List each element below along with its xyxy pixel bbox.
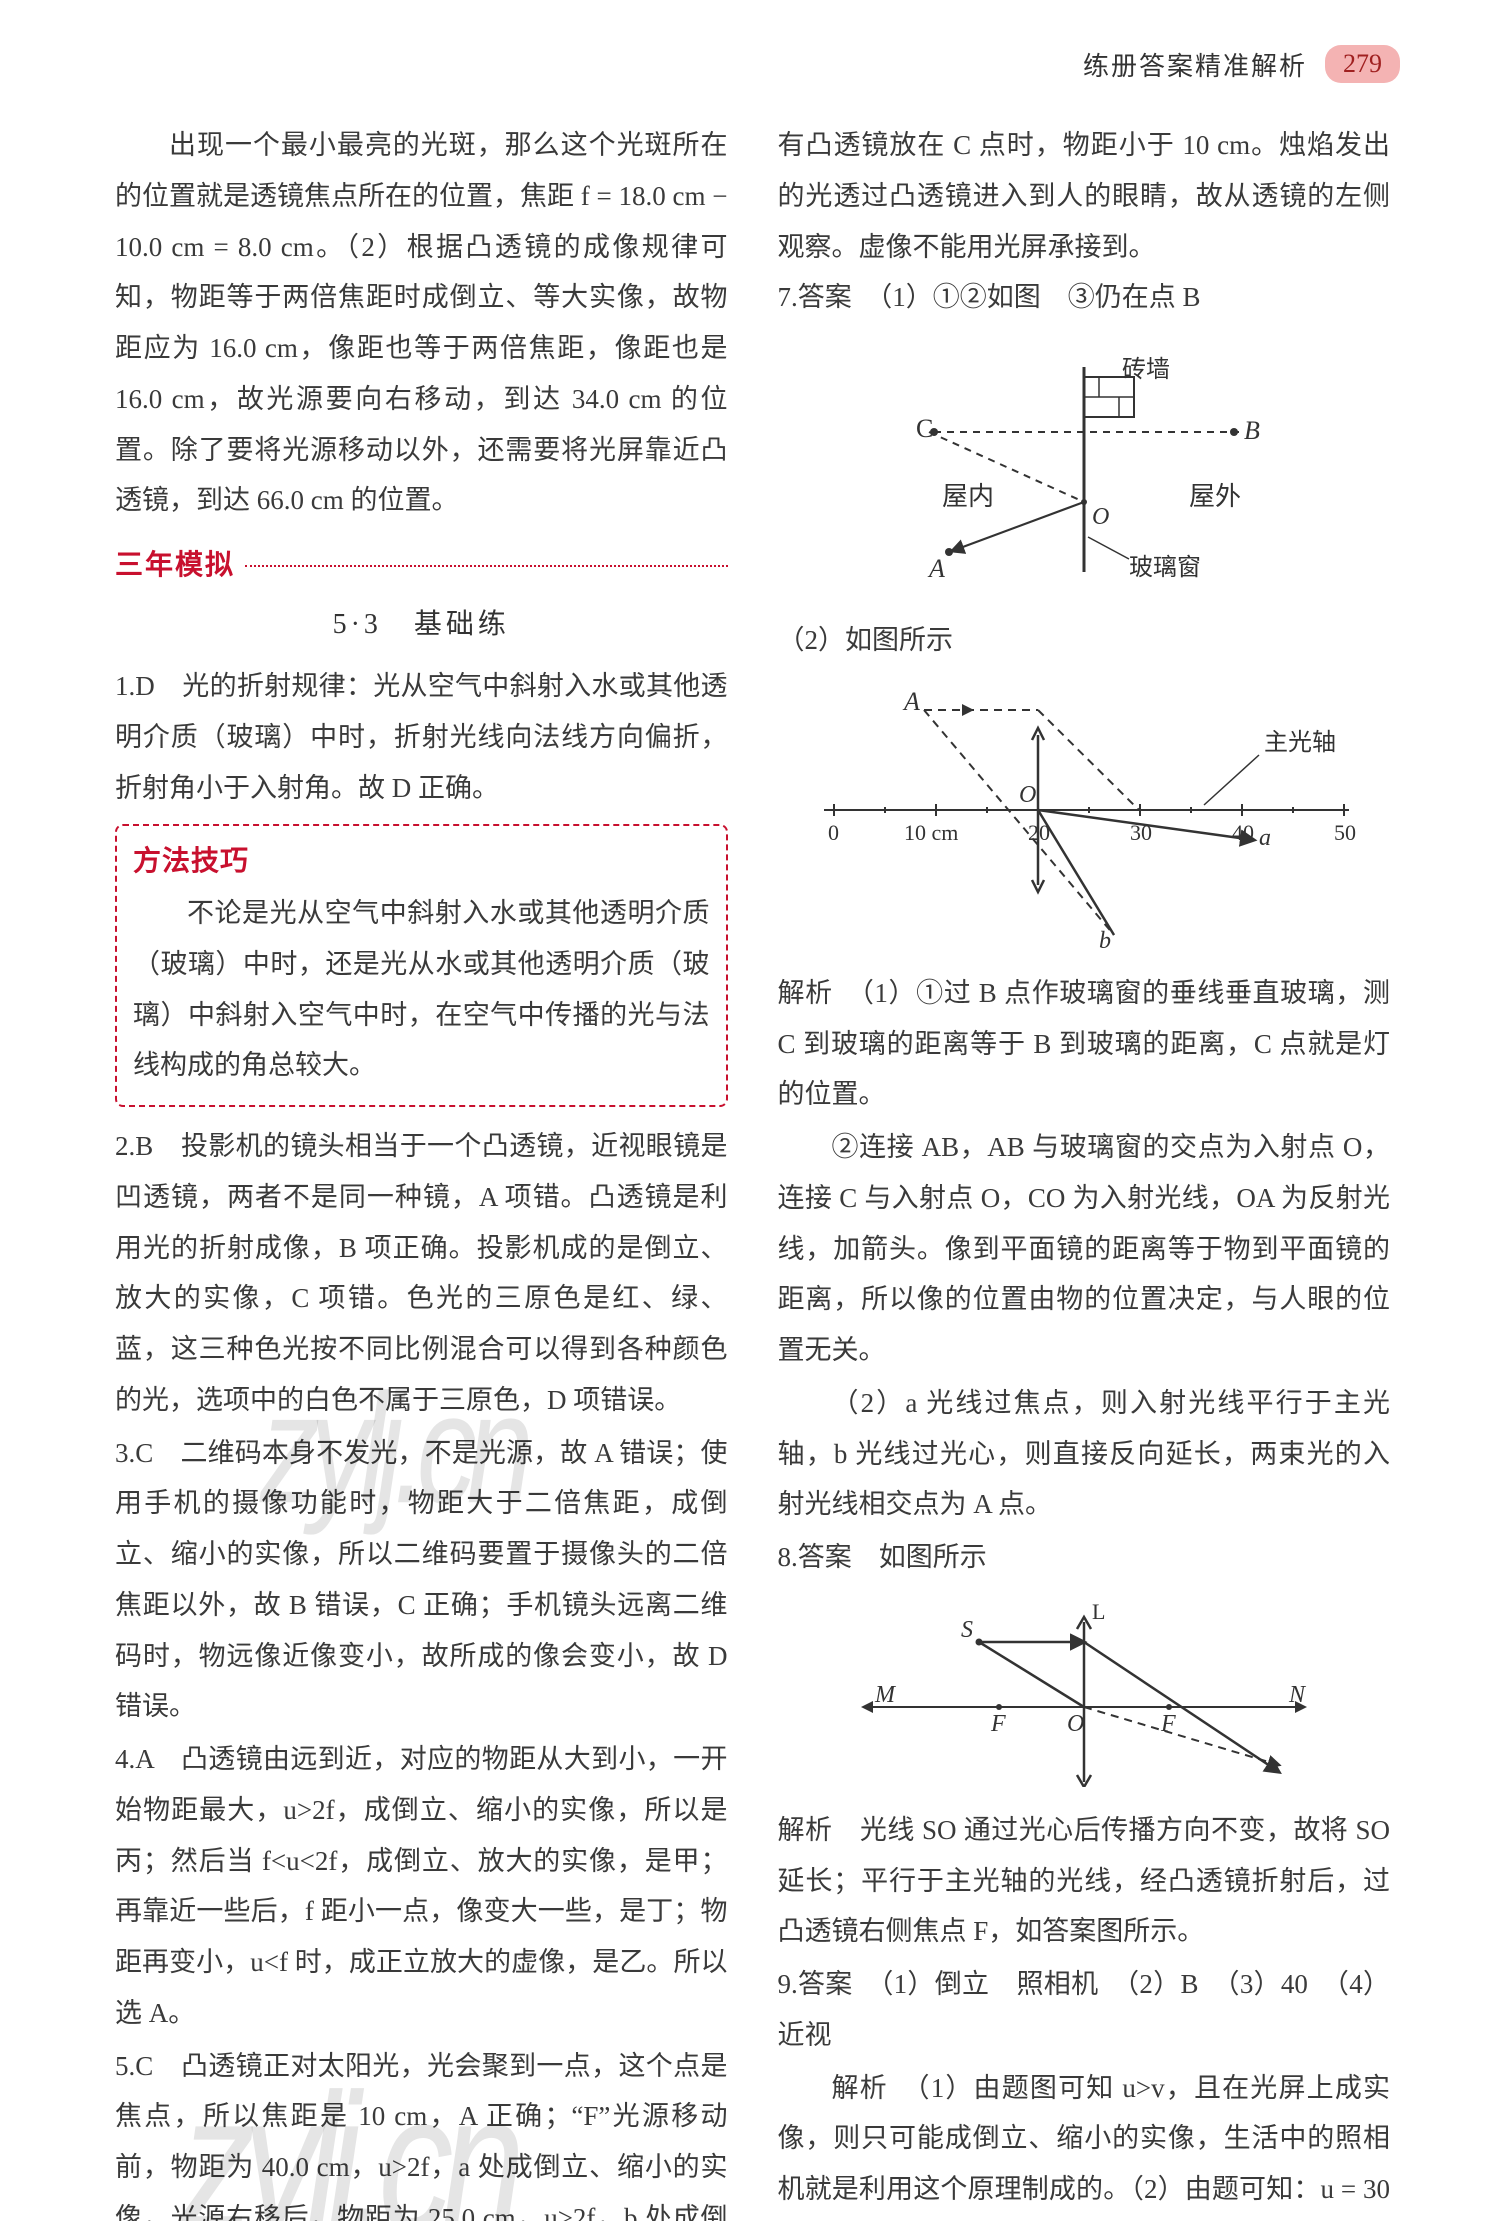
q3-text: 3.C 二维码本身不发光，不是光源，故 A 错误；使用手机的摄像功能时，物距大于…	[115, 1428, 728, 1733]
tip-body: 不论是光从空气中斜射入水或其他透明介质（玻璃）中时，还是光从水或其他透明介质（玻…	[133, 888, 710, 1091]
fig8-label-M: M	[874, 1682, 897, 1708]
fig8-label-F1: F	[990, 1711, 1006, 1737]
method-tip-box: 方法技巧 不论是光从空气中斜射入水或其他透明介质（玻璃）中时，还是光从水或其他透…	[115, 824, 728, 1108]
q7-exp1: 解析 （1）①过 B 点作玻璃窗的垂线垂直玻璃，测 C 到玻璃的距离等于 B 到…	[778, 968, 1391, 1120]
dotted-rule	[245, 565, 727, 567]
page-number-badge: 279	[1325, 45, 1400, 83]
fig72-tick-0: 0	[828, 820, 839, 845]
fig72-tick-5: 50	[1334, 820, 1356, 845]
fig72-tick-4: 40	[1232, 820, 1254, 845]
fig72-tick-1: 10 cm	[904, 820, 958, 845]
fig72-label-O: O	[1019, 782, 1036, 808]
fig8-label-F2: F	[1160, 1711, 1176, 1737]
fig72-label-axis: 主光轴	[1264, 729, 1336, 756]
figure-7-1-mirror: C B A O 屋内 屋外 砖墙 玻璃窗	[874, 337, 1294, 597]
fig8-label-N: N	[1288, 1682, 1307, 1708]
q2-text: 2.B 投影机的镜头相当于一个凸透镜，近视眼镜是凹透镜，两者不是同一种镜，A 项…	[115, 1121, 728, 1426]
fig72-label-a: a	[1259, 825, 1271, 851]
page-header: 练册答案精准解析 279	[1083, 45, 1400, 83]
q4-text: 4.A 凸透镜由远到近，对应的物距从大到小，一开始物距最大，u>2f，成倒立、缩…	[115, 1734, 728, 2039]
right-column: 有凸透镜放在 C 点时，物距小于 10 cm。烛焰发出的光透过凸透镜进入到人的眼…	[778, 120, 1391, 2161]
fig8-label-S: S	[961, 1617, 973, 1643]
left-intro-text: 出现一个最小最亮的光斑，那么这个光斑所在的位置就是透镜焦点所在的位置，焦距 f …	[115, 120, 728, 526]
fig7-1-label-wall: 砖墙	[1122, 356, 1170, 383]
figure-7-2-lens: 0 10 cm 20 30 40 50 A	[804, 680, 1364, 950]
left-column: 出现一个最小最亮的光斑，那么这个光斑所在的位置就是透镜焦点所在的位置，焦距 f …	[115, 120, 728, 2161]
fig7-1-label-B: B	[1244, 416, 1260, 445]
q9-answer: 9.答案 （1）倒立 照相机 （2）B （3）40 （4）近视	[778, 1959, 1391, 2061]
tip-title: 方法技巧	[133, 836, 710, 889]
section-heading-label: 三年模拟	[115, 540, 235, 593]
q5-text: 5.C 凸透镜正对太阳光，光会聚到一点，这个点是焦点，所以焦距是 10 cm，A…	[115, 2041, 728, 2221]
fig7-1-label-A: A	[927, 554, 945, 583]
fig72-label-b: b	[1099, 928, 1111, 950]
fig72-label-A: A	[902, 687, 920, 716]
q1-text: 1.D 光的折射规律：光从空气中斜射入水或其他透明介质（玻璃）中时，折射光线向法…	[115, 661, 728, 813]
figure-8-lens: S L M N F O F	[849, 1597, 1319, 1787]
fig7-1-label-C: C	[916, 414, 933, 443]
fig7-1-label-window: 玻璃窗	[1129, 554, 1201, 581]
right-intro-text: 有凸透镜放在 C 点时，物距小于 10 cm。烛焰发出的光透过凸透镜进入到人的眼…	[778, 120, 1391, 272]
fig8-label-O: O	[1067, 1711, 1084, 1737]
q7-answer: 7.答案 （1）①②如图 ③仍在点 B	[778, 272, 1391, 323]
q8-explanation: 解析 光线 SO 通过光心后传播方向不变，故将 SO 延长；平行于主光轴的光线，…	[778, 1805, 1391, 1957]
fig8-label-L: L	[1092, 1599, 1105, 1624]
q8-answer: 8.答案 如图所示	[778, 1532, 1391, 1583]
q9-explanation: 解析 （1）由题图可知 u>v，且在光屏上成实像，则只可能成倒立、缩小的实像，生…	[778, 2063, 1391, 2221]
q7-exp3: （2）a 光线过焦点，则入射光线平行于主光轴，b 光线过光心，则直接反向延长，两…	[778, 1378, 1391, 1530]
content-columns: 出现一个最小最亮的光斑，那么这个光斑所在的位置就是透镜焦点所在的位置，焦距 f …	[115, 120, 1390, 2161]
figure-7-2-caption: （2）如图所示	[778, 615, 1391, 666]
fig7-1-label-outside: 屋外	[1189, 482, 1241, 511]
header-title: 练册答案精准解析	[1083, 46, 1307, 83]
fig7-1-label-inside: 屋内	[942, 482, 994, 511]
q7-exp2: ②连接 AB，AB 与玻璃窗的交点为入射点 O，连接 C 与入射点 O，CO 为…	[778, 1122, 1391, 1376]
section-subtitle: 5·3 基础练	[115, 599, 728, 652]
section-heading: 三年模拟	[115, 540, 728, 593]
fig7-1-label-O: O	[1092, 504, 1109, 530]
